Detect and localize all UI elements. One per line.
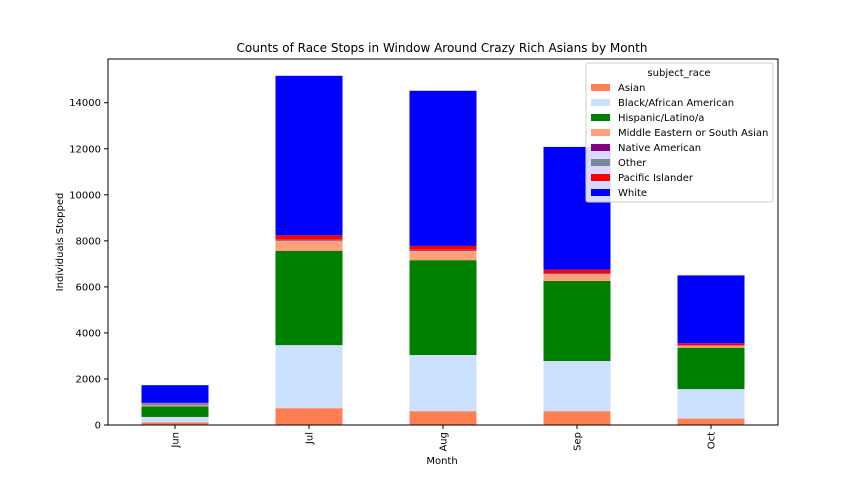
x-tick-label: Oct bbox=[707, 432, 718, 449]
legend-swatch bbox=[591, 84, 610, 91]
bar-segment bbox=[275, 250, 343, 346]
y-tick-label: 0 bbox=[95, 421, 101, 432]
bar-segment bbox=[409, 411, 477, 425]
bar-segment bbox=[275, 239, 343, 241]
legend-label: Black/African American bbox=[618, 98, 734, 109]
x-tick-label: Aug bbox=[439, 432, 450, 452]
legend-label: White bbox=[618, 188, 647, 199]
bar-segment bbox=[409, 260, 477, 356]
legend-swatch bbox=[591, 174, 610, 181]
legend-swatch bbox=[591, 144, 610, 151]
bar-segment bbox=[543, 411, 611, 425]
x-tick-label: Jun bbox=[171, 432, 182, 449]
bar-segment bbox=[141, 405, 209, 407]
chart-title: Counts of Race Stops in Window Around Cr… bbox=[237, 41, 648, 55]
y-tick-label: 14000 bbox=[69, 98, 101, 109]
bar-segment bbox=[677, 275, 745, 344]
bar-segment bbox=[543, 280, 611, 362]
x-tick-label: Jul bbox=[305, 432, 316, 445]
y-tick-label: 4000 bbox=[76, 328, 101, 339]
legend-items: Asian Black/African American Hispanic/Lati… bbox=[591, 83, 768, 199]
bar-segment bbox=[275, 235, 343, 240]
bar-segment bbox=[275, 240, 343, 251]
legend-frame bbox=[585, 62, 774, 203]
x-tick-label: Sep bbox=[573, 432, 584, 451]
x-axis: Jun Jul Aug Sep Oct bbox=[171, 425, 718, 452]
bar-segment bbox=[141, 406, 209, 417]
bar-segment bbox=[543, 269, 611, 274]
bar-segment bbox=[543, 361, 611, 412]
y-tick-label: 2000 bbox=[76, 374, 101, 385]
y-tick-label: 12000 bbox=[69, 144, 101, 155]
y-tick-label: 10000 bbox=[69, 190, 101, 201]
y-tick-label: 8000 bbox=[76, 236, 101, 247]
bar-segment bbox=[141, 385, 209, 403]
legend-label: Pacific Islander bbox=[618, 173, 694, 184]
y-tick-label: 6000 bbox=[76, 282, 101, 293]
x-axis-label: Month bbox=[426, 456, 457, 467]
legend-label: Native American bbox=[618, 143, 701, 154]
bar-segment bbox=[141, 422, 209, 425]
bar-segment bbox=[677, 343, 745, 346]
bars-group bbox=[141, 75, 745, 425]
bar-segment bbox=[543, 274, 611, 281]
legend-swatch bbox=[591, 99, 610, 106]
bar-segment bbox=[677, 418, 745, 425]
bar-segment bbox=[677, 389, 745, 419]
y-axis: 0 2000 4000 6000 8000 10000 12000 14000 bbox=[69, 98, 108, 432]
y-axis-label: Individuals Stopped bbox=[55, 193, 66, 292]
bar-segment bbox=[677, 345, 745, 348]
legend-swatch bbox=[591, 129, 610, 136]
bar-segment bbox=[409, 249, 477, 251]
legend: subject_race Asian Black/African American… bbox=[585, 62, 774, 203]
legend-label: Hispanic/Latino/a bbox=[618, 113, 704, 124]
bar-segment bbox=[409, 355, 477, 412]
bar-segment bbox=[275, 75, 343, 236]
legend-swatch bbox=[591, 159, 610, 166]
bar-segment bbox=[275, 408, 343, 425]
bar-segment bbox=[409, 250, 477, 261]
bar-segment bbox=[141, 416, 209, 423]
legend-title: subject_race bbox=[647, 68, 710, 79]
legend-label: Other bbox=[618, 158, 647, 169]
bar-segment bbox=[409, 90, 477, 246]
legend-swatch bbox=[591, 114, 610, 121]
bar-segment bbox=[677, 347, 745, 390]
legend-label: Asian bbox=[618, 83, 645, 94]
bar-segment bbox=[141, 403, 209, 406]
legend-swatch bbox=[591, 189, 610, 196]
legend-label: Middle Eastern or South Asian bbox=[618, 128, 768, 139]
bar-segment bbox=[275, 345, 343, 409]
bar-segment bbox=[409, 245, 477, 250]
